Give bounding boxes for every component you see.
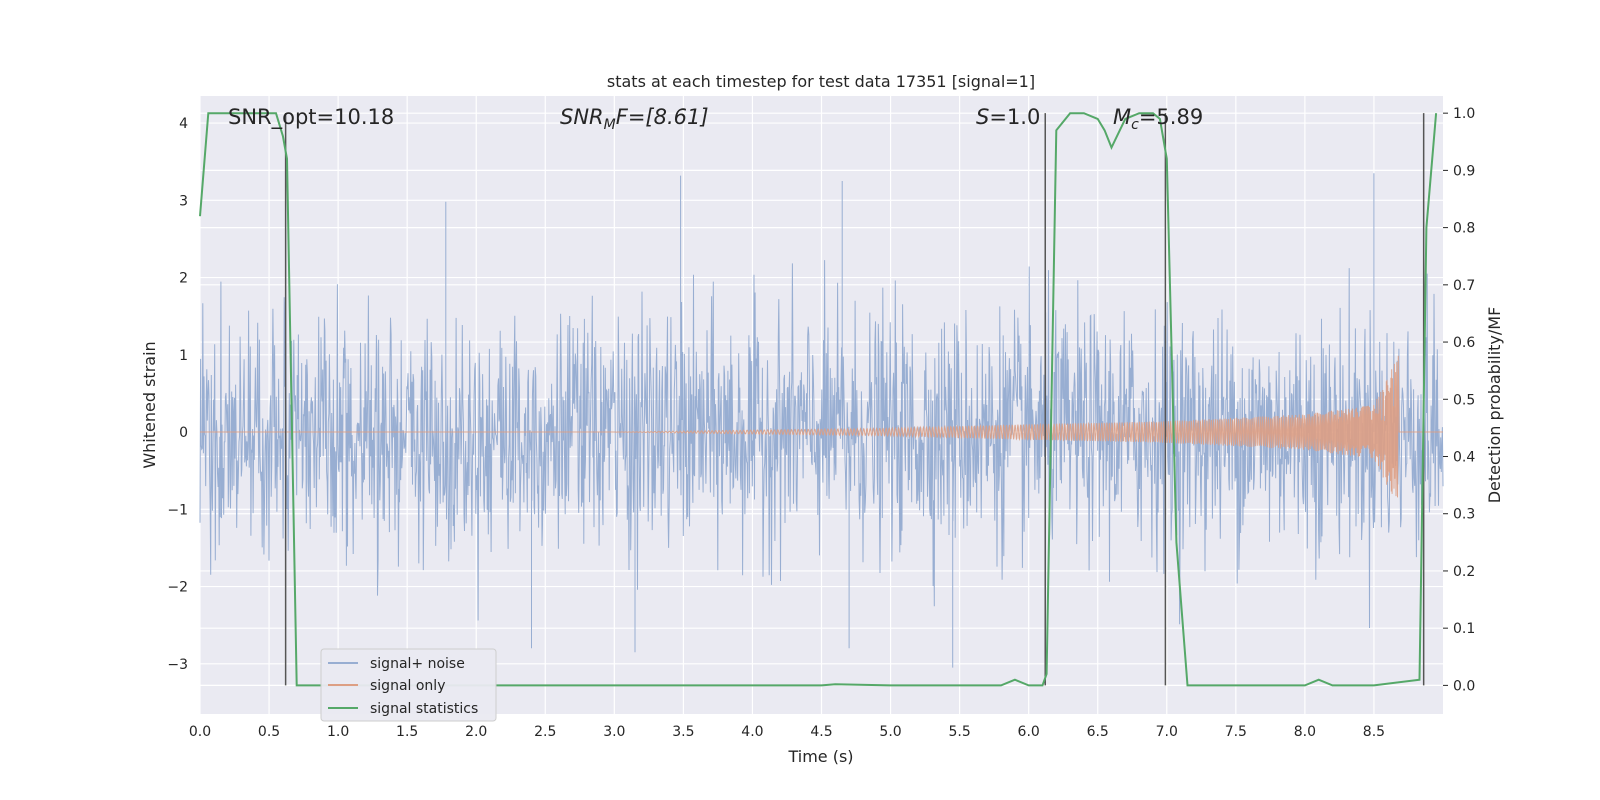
annotation-snr-opt: SNR_opt=10.18 (228, 105, 394, 130)
chart-title: stats at each timestep for test data 173… (607, 72, 1035, 91)
signal-trace (200, 355, 1443, 498)
x-tick-label: 7.0 (1156, 724, 1178, 740)
x-tick-label: 1.0 (327, 724, 349, 740)
annotation-snr-mf: SNRMF=[8.61] (560, 105, 709, 133)
y-right-tick-label: 0.9 (1453, 163, 1475, 179)
y-tick-label: 0 (179, 425, 188, 441)
annotation-s: S=1.0 (976, 105, 1040, 129)
y-right-tick-label: 0.0 (1453, 678, 1475, 694)
x-tick-label: 1.5 (396, 724, 418, 740)
series-signal-noise (199, 173, 1444, 668)
x-tick-label: 8.0 (1294, 724, 1316, 740)
y-tick-label: 3 (179, 193, 188, 209)
x-tick-label: 8.5 (1363, 724, 1385, 740)
legend-box (320, 648, 497, 722)
y-tick-label: 1 (179, 348, 188, 364)
x-tick-label: 4.5 (810, 724, 832, 740)
x-tick-label: 0.0 (189, 724, 211, 740)
statistics-trace (199, 112, 1438, 687)
y-ticks-right: 0.0 0.1 0.2 0.3 0.4 0.5 0.6 0.7 0.8 0.9 1.0 (1443, 106, 1475, 694)
y-tick-label: −1 (167, 502, 188, 518)
x-tick-label: 5.5 (948, 724, 970, 740)
y-right-tick-label: 0.8 (1453, 221, 1475, 237)
y-ticks-left: −3 −2 −1 0 1 2 3 4 (167, 116, 188, 673)
y-tick-label: 2 (179, 271, 188, 287)
legend-label-noise: signal+ noise (370, 656, 465, 672)
x-tick-label: 3.0 (603, 724, 625, 740)
legend: signal+ noise signal only signal statist… (320, 648, 497, 722)
y-right-tick-label: 0.7 (1453, 278, 1475, 294)
y-axis-label: Whitened strain (140, 341, 159, 468)
y-right-tick-label: 0.1 (1453, 621, 1475, 637)
x-tick-label: 5.0 (879, 724, 901, 740)
y-tick-label: −2 (167, 580, 188, 596)
legend-label-signal: signal only (370, 678, 445, 694)
x-tick-label: 3.5 (672, 724, 694, 740)
noise-trace (199, 173, 1444, 668)
x-tick-label: 6.5 (1087, 724, 1109, 740)
x-axis-label: Time (s) (787, 747, 853, 766)
y-right-tick-label: 0.5 (1453, 392, 1475, 408)
x-ticks: 0.0 0.5 1.0 1.5 2.0 2.5 3.0 3.5 4.0 4.5 5.0 5.5 6.0 6… (189, 724, 1385, 740)
x-tick-label: 6.0 (1018, 724, 1040, 740)
y-right-tick-label: 0.3 (1453, 507, 1475, 523)
y-right-tick-label: 0.2 (1453, 564, 1475, 580)
legend-label-stats: signal statistics (370, 701, 478, 717)
annotation-mc: Mc=5.89 (1113, 105, 1203, 133)
x-tick-label: 2.5 (534, 724, 556, 740)
y-right-tick-label: 1.0 (1453, 106, 1475, 122)
x-tick-label: 4.0 (741, 724, 763, 740)
y-right-tick-label: 0.4 (1453, 450, 1475, 466)
series-signal-statistics (199, 112, 1438, 687)
x-tick-label: 0.5 (258, 724, 280, 740)
x-tick-label: 2.0 (465, 724, 487, 740)
x-tick-label: 7.5 (1225, 724, 1247, 740)
y-axis-label-right: Detection probability/MF (1485, 307, 1504, 504)
y-right-tick-label: 0.6 (1453, 335, 1475, 351)
y-tick-label: −3 (167, 657, 188, 673)
series-signal-only (200, 355, 1443, 498)
y-tick-label: 4 (179, 116, 188, 132)
